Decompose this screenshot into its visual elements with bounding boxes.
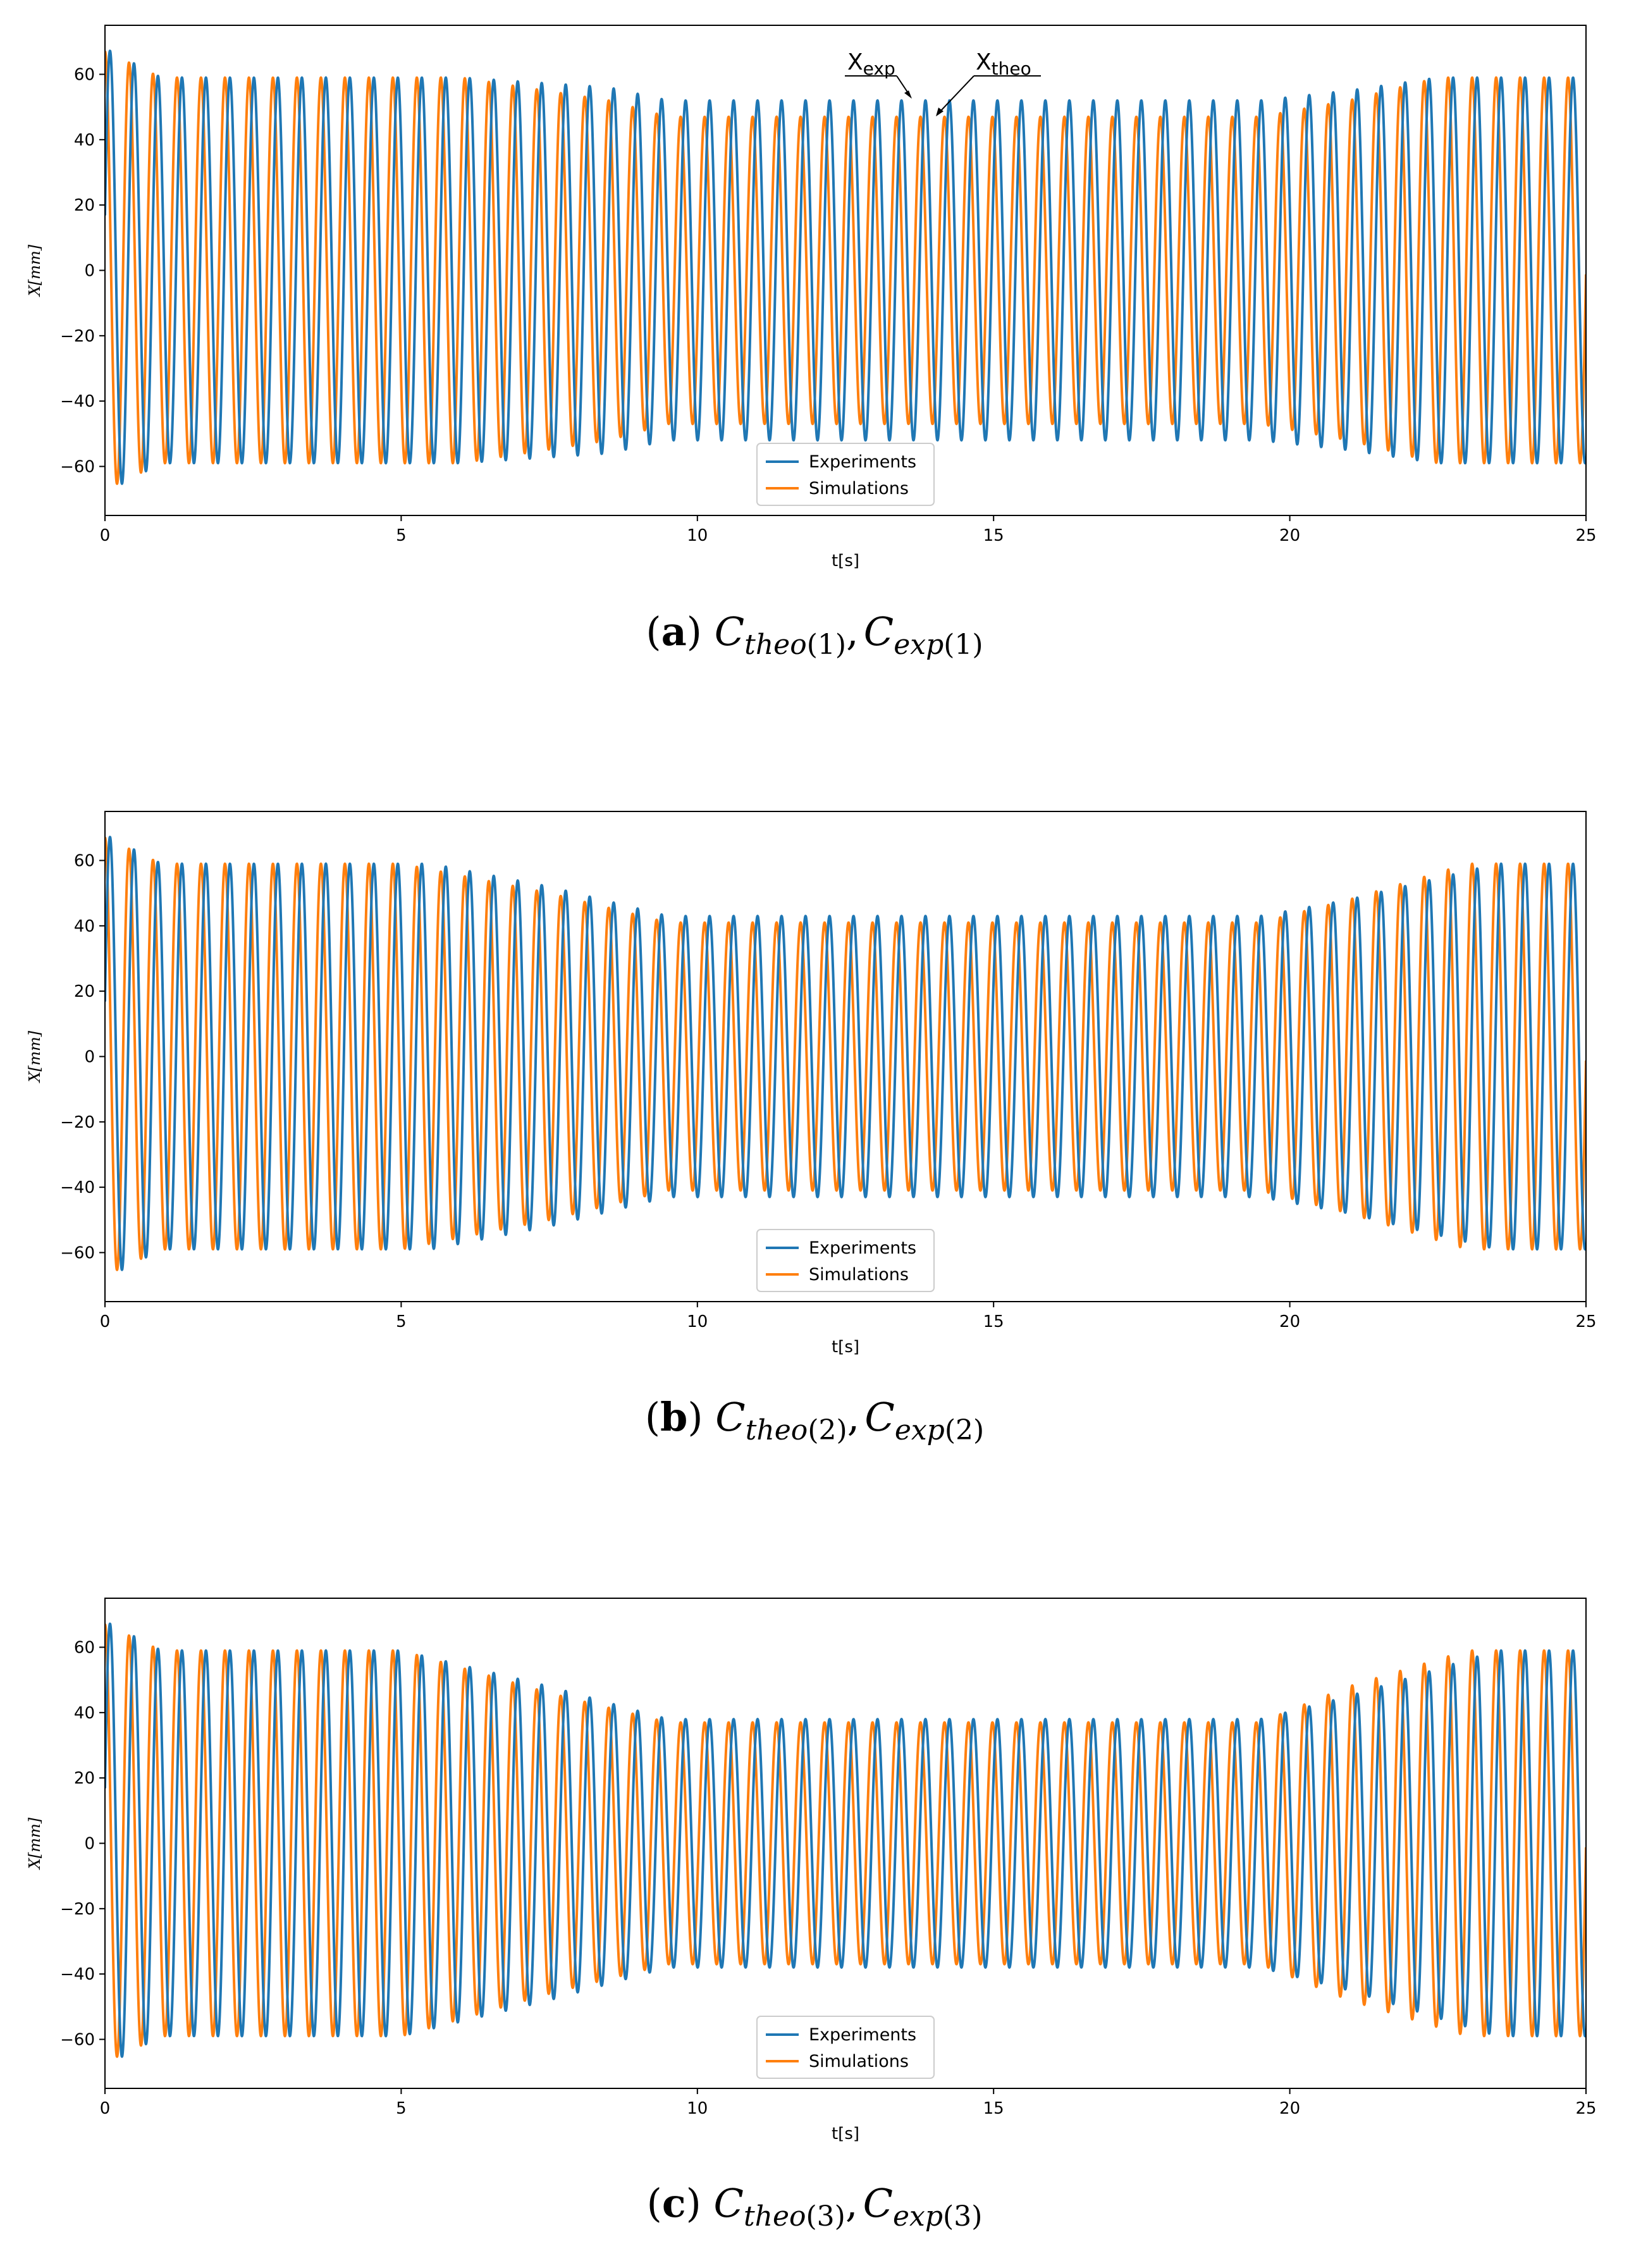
- y-axis-label: X[mm]: [26, 244, 44, 297]
- x-tick-label: 20: [1279, 2099, 1300, 2118]
- annotation-arrow-theo: [938, 75, 974, 113]
- y-tick-label: 0: [84, 262, 95, 281]
- legend-label-experiments: Experiments: [809, 452, 916, 472]
- y-tick-label: 40: [74, 917, 95, 936]
- y-axis-label: X[mm]: [26, 1030, 44, 1083]
- y-tick-label: 60: [74, 852, 95, 871]
- legend-box: [756, 2016, 935, 2079]
- y-tick-label: −60: [60, 2031, 95, 2050]
- x-tick-label: 25: [1575, 526, 1596, 545]
- x-axis-label: t[s]: [832, 2124, 859, 2143]
- legend-label-simulations: Simulations: [809, 2052, 909, 2071]
- y-tick-label: −20: [60, 327, 95, 346]
- y-tick-label: −40: [60, 392, 95, 411]
- legend-box: [756, 1229, 935, 1292]
- y-tick-label: 20: [74, 982, 95, 1001]
- experiments-series-line: [105, 835, 1586, 1271]
- x-tick-label: 20: [1279, 1312, 1300, 1331]
- x-tick-label: 25: [1575, 1312, 1596, 1331]
- simulations-series-line: [105, 1623, 1586, 2058]
- x-tick-label: 10: [687, 526, 708, 545]
- simulations-series-line: [105, 50, 1586, 485]
- x-tick-label: 15: [983, 1312, 1004, 1331]
- y-tick-label: 0: [84, 1835, 95, 1854]
- x-tick-label: 5: [396, 1312, 407, 1331]
- experiments-series-line: [105, 1622, 1586, 2058]
- y-tick-label: 40: [74, 1704, 95, 1723]
- x-tick-label: 0: [100, 1312, 111, 1331]
- x-tick-label: 20: [1279, 526, 1300, 545]
- y-tick-label: 20: [74, 196, 95, 215]
- legend-label-simulations: Simulations: [809, 479, 909, 498]
- annotation-arrowhead-exp: [904, 90, 912, 99]
- x-tick-label: 0: [100, 526, 111, 545]
- x-tick-label: 5: [396, 526, 407, 545]
- x-tick-label: 10: [687, 2099, 708, 2118]
- plot-area: [105, 835, 1586, 1271]
- panel-caption: (c) Ctheo(3), Cexp(3): [647, 2180, 983, 2233]
- x-tick-label: 25: [1575, 2099, 1596, 2118]
- plot-area: [105, 1622, 1586, 2058]
- y-tick-label: −60: [60, 458, 95, 477]
- annotations: Xexp Xtheo: [845, 49, 1041, 116]
- legend-box: [756, 443, 935, 506]
- legend: Experiments Simulations: [756, 2016, 935, 2079]
- y-tick-label: −60: [60, 1244, 95, 1263]
- x-tick-label: 15: [983, 2099, 1004, 2118]
- x-tick-label: 0: [100, 2099, 111, 2118]
- y-tick-label: 20: [74, 1769, 95, 1788]
- legend: Experiments Simulations: [756, 443, 935, 506]
- chart-panel-c: 0 5 10 15 20 25 −60 −40 −20 0 20 40 60 t[s] X[mm] Exper…: [26, 1598, 1597, 2233]
- y-tick-label: 0: [84, 1048, 95, 1067]
- legend: Experiments Simulations: [756, 1229, 935, 1292]
- x-tick-label: 15: [983, 526, 1004, 545]
- chart-panel-b: 0 5 10 15 20 25 −60 −40 −20 0 20 40 60 t[s] X[mm] Exper…: [26, 811, 1597, 1446]
- panel-caption: (a) Ctheo(1), Cexp(1): [646, 608, 983, 661]
- annotation-arrowhead-theo: [936, 108, 944, 116]
- simulations-series-line: [105, 836, 1586, 1271]
- y-tick-label: −20: [60, 1900, 95, 1919]
- y-tick-label: 40: [74, 131, 95, 150]
- chart-panel-a: 0 5 10 15 20 25 −60 −40 −20 0 20 40 60 t[s] X[mm] Exper…: [26, 25, 1597, 661]
- x-axis-label: t[s]: [832, 552, 859, 570]
- y-tick-label: −40: [60, 1965, 95, 1984]
- x-tick-label: 10: [687, 1312, 708, 1331]
- y-tick-label: −40: [60, 1178, 95, 1197]
- y-axis-label: X[mm]: [26, 1817, 44, 1870]
- y-tick-label: −20: [60, 1113, 95, 1132]
- experiments-series-line: [105, 49, 1586, 485]
- legend-label-experiments: Experiments: [809, 2025, 916, 2045]
- y-tick-label: 60: [74, 1639, 95, 1658]
- legend-label-simulations: Simulations: [809, 1265, 909, 1285]
- legend-label-experiments: Experiments: [809, 1238, 916, 1258]
- panel-caption: (b) Ctheo(2), Cexp(2): [645, 1394, 984, 1446]
- x-tick-label: 5: [396, 2099, 407, 2118]
- y-tick-label: 60: [74, 66, 95, 85]
- x-axis-label: t[s]: [832, 1338, 859, 1357]
- plot-area: [105, 49, 1586, 485]
